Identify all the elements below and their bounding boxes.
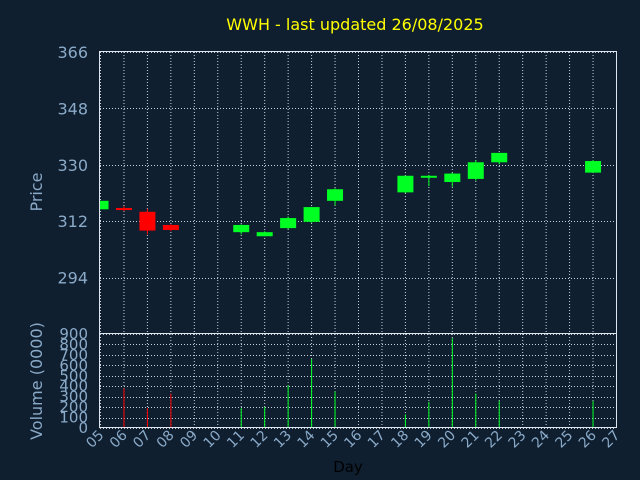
x-tick-label: 18 — [388, 428, 412, 452]
candle-body — [256, 232, 273, 237]
price-grid — [100, 52, 617, 334]
price-axis-label: Price — [27, 172, 46, 211]
x-tick-label: 19 — [412, 428, 436, 452]
volume-tick-label: 900 — [59, 325, 88, 343]
volume-tick-label: 600 — [59, 356, 88, 374]
x-tick-label: 26 — [576, 427, 600, 451]
x-tick-label: 09 — [177, 428, 201, 452]
x-tick-label: 15 — [318, 428, 342, 452]
x-tick-label: 07 — [130, 428, 154, 452]
price-tick-label: 294 — [57, 269, 88, 288]
candle-body — [115, 208, 132, 211]
price-panel-frame — [99, 51, 617, 334]
candle-body — [444, 173, 461, 183]
x-tick-label: 27 — [599, 428, 623, 452]
volume-tick-label: 400 — [59, 377, 88, 395]
x-tick-label: 08 — [154, 428, 178, 452]
candles — [100, 152, 602, 237]
x-tick-label: 22 — [482, 428, 506, 452]
volume-tick-label: 100 — [59, 409, 88, 427]
candle-body — [420, 175, 437, 178]
x-axis-label: Day — [333, 458, 363, 476]
candle-body — [100, 200, 109, 210]
candle-body — [491, 152, 508, 163]
x-tick-label: 17 — [365, 428, 389, 452]
volume-tick-label: 500 — [59, 367, 88, 385]
candle-body — [303, 207, 320, 222]
candle-body — [585, 161, 602, 173]
candle-body — [139, 211, 156, 231]
volume-tick-label: 700 — [59, 346, 88, 364]
volume-tick-label: 300 — [59, 388, 88, 406]
x-tick-label: 24 — [529, 427, 553, 451]
x-tick-label: 20 — [435, 428, 459, 452]
x-tick-label: 21 — [459, 428, 483, 452]
x-tick-label: 23 — [506, 428, 530, 452]
price-tick-label: 366 — [57, 43, 88, 62]
x-tick-label: 10 — [201, 428, 225, 452]
x-tick-label: 25 — [552, 428, 576, 452]
x-tick-label: 06 — [107, 427, 131, 451]
candle-body — [327, 189, 344, 201]
price-tick-label: 312 — [57, 212, 88, 231]
price-tick-label: 348 — [57, 99, 88, 118]
volume-bars — [123, 338, 594, 428]
volume-tick-label: 800 — [59, 335, 88, 353]
x-ticks: 05 06 07 08 09 10 11 12 13 14 15 16 17 18 19 20 21 22 23 24… — [83, 427, 623, 451]
x-tick-label: 13 — [271, 428, 295, 452]
volume-grid — [100, 334, 617, 429]
volume-tick-label: 200 — [59, 398, 88, 416]
candle-body — [280, 218, 297, 229]
candle-body — [397, 175, 414, 193]
price-tick-label: 330 — [57, 156, 88, 175]
candle-body — [162, 224, 179, 230]
x-tick-label: 16 — [341, 427, 365, 451]
price-y-ticks: 294 312 330 348 366 — [57, 43, 88, 288]
candle-body — [467, 162, 484, 179]
x-tick-label: 12 — [248, 428, 272, 452]
volume-panel-frame — [99, 333, 617, 428]
x-tick-label: 11 — [224, 428, 248, 452]
candle-body — [233, 224, 250, 233]
volume-axis-label: Volume (0000) — [27, 322, 46, 440]
volume-tick-label: 0 — [78, 419, 88, 437]
chart-title: WWH - last updated 26/08/2025 — [226, 15, 483, 34]
x-tick-label: 14 — [294, 427, 318, 451]
